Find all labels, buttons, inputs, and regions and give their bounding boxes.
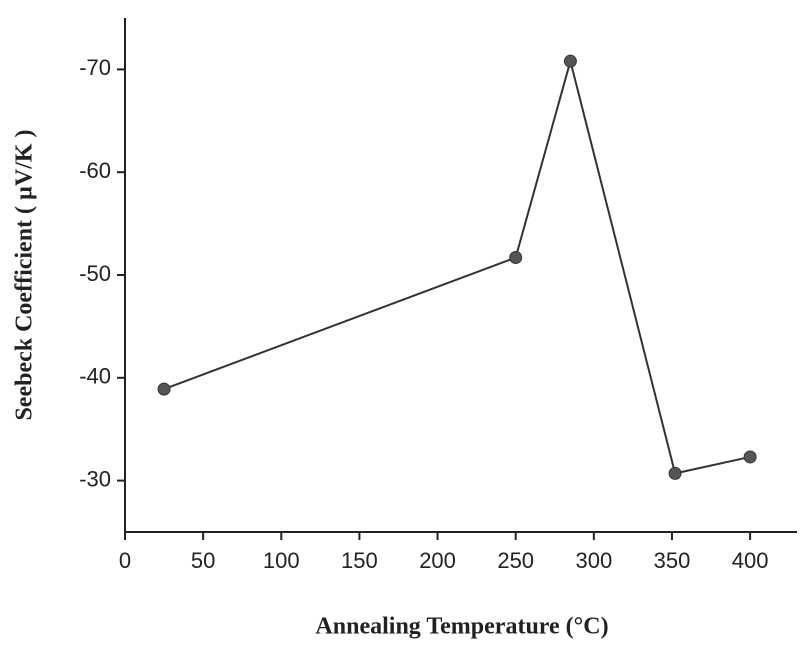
x-tick-label: 100	[263, 548, 300, 573]
x-tick-label: 50	[191, 548, 215, 573]
x-tick-label: 0	[119, 548, 131, 573]
point	[509, 251, 523, 265]
x-tick-label: 250	[497, 548, 534, 573]
y-axis-title: Seebeck Coefficient ( µV/K )	[12, 129, 38, 420]
y-tick-label: -70	[79, 55, 111, 80]
y-tick-label: -50	[79, 261, 111, 286]
point	[563, 54, 577, 68]
point	[668, 466, 682, 480]
x-tick-label: 200	[419, 548, 456, 573]
x-tick-label: 350	[654, 548, 691, 573]
point	[743, 450, 757, 464]
x-tick-label: 150	[341, 548, 378, 573]
y-tick-label: -40	[79, 364, 111, 389]
point	[157, 382, 171, 396]
x-axis-title: Annealing Temperature (°C)	[315, 614, 608, 640]
x-tick-label: 400	[732, 548, 769, 573]
y-tick-label: -30	[79, 466, 111, 491]
x-tick-label: 300	[575, 548, 612, 573]
y-tick-label: -60	[79, 158, 111, 183]
line	[163, 57, 751, 475]
